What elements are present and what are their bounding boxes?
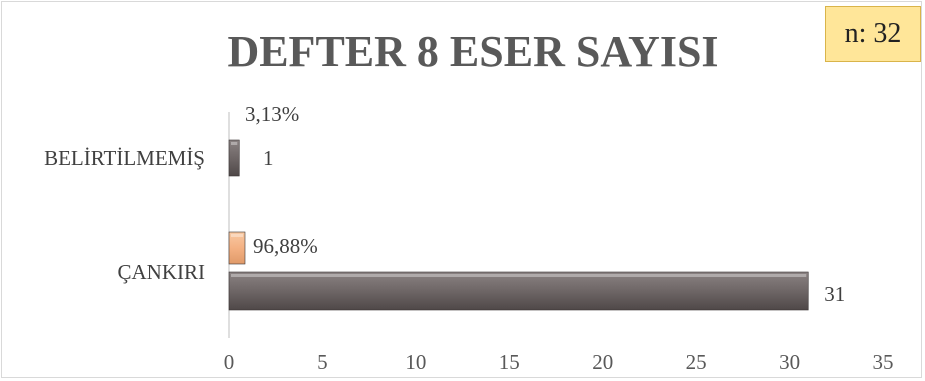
x-tick-label: 15	[498, 350, 520, 374]
category-label: BELİRTİLMEMİŞ	[44, 146, 205, 170]
percent-data-label: 3,13%	[245, 102, 300, 126]
count-bar	[228, 271, 809, 311]
count-bar	[228, 139, 240, 177]
category-label: ÇANKIRI	[117, 260, 206, 284]
percent-bar-highlight	[231, 234, 243, 237]
count-bar-highlight	[231, 142, 238, 145]
percent-bar	[228, 231, 246, 265]
x-tick-label: 0	[223, 350, 235, 374]
sample-size-badge: n: 32	[825, 6, 921, 62]
x-tick-label: 5	[317, 350, 328, 374]
count-data-label: 1	[263, 146, 274, 170]
count-bar-highlight	[231, 274, 807, 277]
x-tick-label: 30	[779, 350, 801, 374]
chart-title: DEFTER 8 ESER SAYISI	[227, 27, 719, 76]
x-tick-label: 25	[685, 350, 707, 374]
x-tick-label: 35	[872, 350, 894, 374]
x-tick-label: 10	[405, 350, 427, 374]
x-tick-label: 20	[592, 350, 614, 374]
count-data-label: 31	[824, 282, 846, 306]
percent-data-label: 96,88%	[253, 234, 318, 258]
